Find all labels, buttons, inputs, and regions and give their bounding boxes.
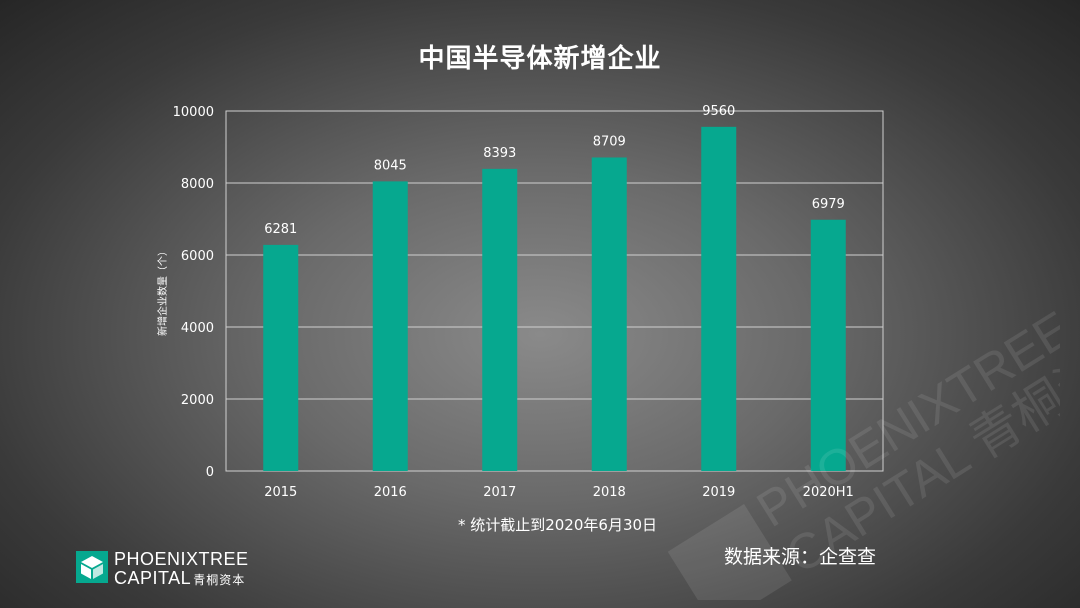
company-logo: PHOENIXTREE CAPITAL 青桐资本: [76, 549, 266, 589]
y-tick-label: 2000: [181, 393, 214, 408]
x-tick-label: 2018: [593, 485, 626, 500]
y-tick-label: 4000: [181, 321, 214, 336]
x-tick-label: 2020H1: [803, 485, 854, 500]
page-title: 中国半导体新增企业: [418, 44, 662, 74]
x-tick-label: 2017: [483, 485, 516, 500]
footnote: * 统计截止到2020年6月30日: [457, 516, 658, 534]
y-tick-label: 6000: [181, 249, 214, 264]
data-label: 8045: [374, 158, 407, 173]
y-tick-label: 10000: [173, 105, 214, 120]
x-tick-label: 2019: [702, 485, 735, 500]
y-tick-label: 0: [206, 465, 214, 480]
bar: [263, 244, 299, 471]
logo-wordmark-capital: CAPITAL: [114, 568, 192, 588]
chart-grid: [225, 110, 884, 472]
data-source: 数据来源：企查查: [724, 546, 877, 568]
y-tick-label: 8000: [181, 177, 214, 192]
data-label: 6979: [812, 197, 845, 212]
bar: [372, 181, 408, 471]
data-label: 8709: [593, 134, 626, 149]
logo-cube-icon: [76, 551, 108, 583]
chart-labels: 0 2000 4000 6000 8000 10000 新增企业数量（个） 6281 2015 8…: [156, 104, 854, 500]
logo-wordmark-cn: 青桐资本: [193, 573, 246, 587]
bar: [701, 126, 737, 471]
y-axis-label: 新增企业数量（个）: [156, 246, 169, 336]
bar: [482, 168, 518, 472]
data-label: 6281: [264, 222, 297, 237]
plot-frame: [225, 110, 884, 472]
x-tick-label: 2015: [264, 485, 297, 500]
chart-bars: [263, 126, 846, 472]
logo-wordmark-line2: CAPITAL 青桐资本: [114, 568, 245, 589]
bar: [810, 219, 846, 471]
data-label: 9560: [702, 104, 735, 119]
x-tick-label: 2016: [374, 485, 407, 500]
data-label: 8393: [483, 146, 516, 161]
logo-wordmark-line1: PHOENIXTREE: [114, 549, 249, 569]
bar: [591, 157, 627, 471]
